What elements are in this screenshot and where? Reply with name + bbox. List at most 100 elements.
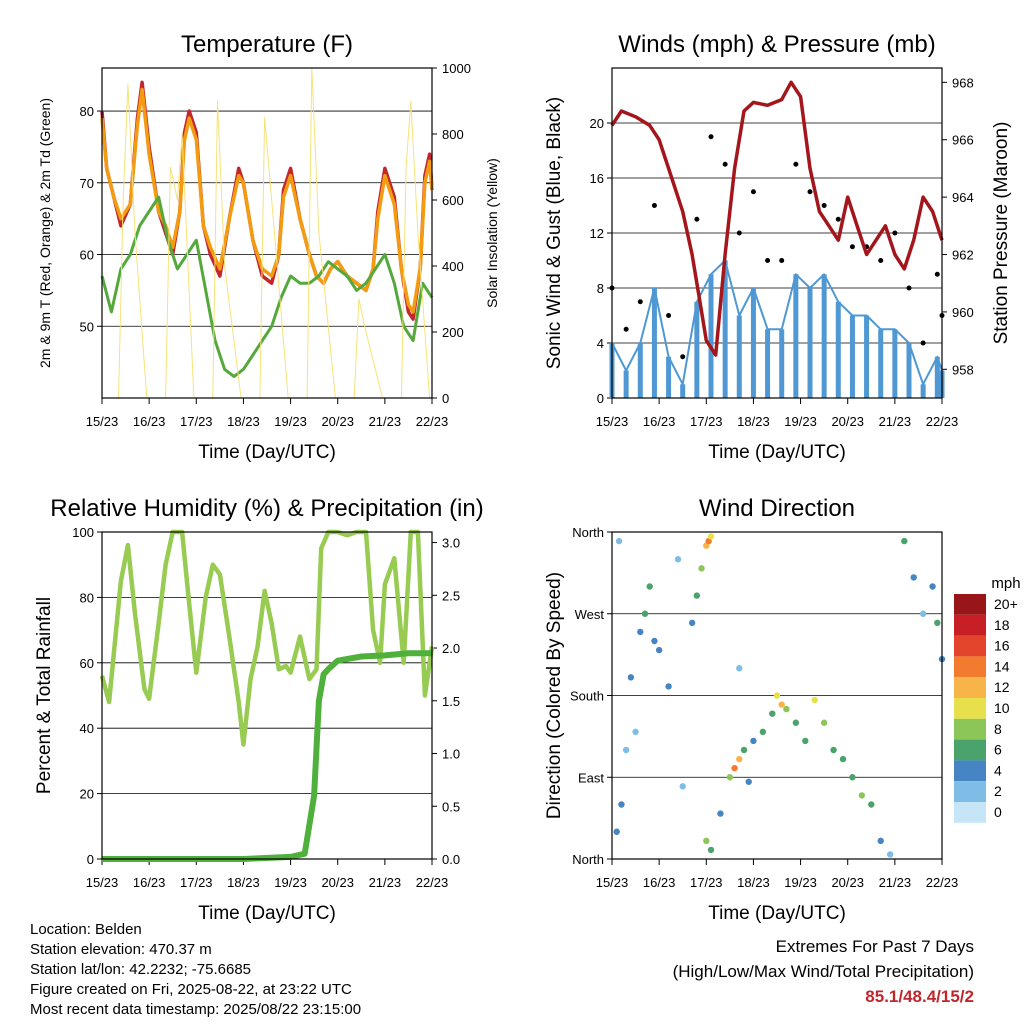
gust-point (878, 258, 884, 263)
direction-point (901, 537, 908, 545)
panel2-xtick-label: 16/23 (133, 875, 166, 890)
direction-point (627, 674, 635, 681)
panel0-xtick-label: 15/23 (86, 414, 119, 429)
panel0-xlabel: Time (Day/UTC) (198, 442, 336, 463)
direction-point (886, 851, 894, 858)
direction-point (651, 637, 658, 645)
legend-swatch (954, 739, 986, 761)
panel2-ytick-label: 40 (80, 721, 94, 736)
panel0-xtick-label: 16/23 (133, 414, 166, 429)
legend-swatch (954, 614, 986, 636)
gust-point (623, 326, 629, 332)
direction-point (802, 737, 809, 745)
panel2-y2tick-label: 0.0 (442, 852, 460, 867)
panel2-xtick-label: 17/23 (180, 875, 213, 890)
direction-point (641, 610, 649, 617)
panel3-xtick-label: 15/23 (596, 875, 629, 890)
panel2-title: Relative Humidity (%) & Precipitation (i… (50, 495, 483, 522)
gust-point (765, 258, 771, 263)
panel1-xtick-label: 19/23 (784, 414, 817, 429)
direction-point (674, 556, 682, 563)
legend-label: 6 (994, 742, 1002, 758)
extremes-values: 85.1/48.4/15/2 (865, 987, 974, 1006)
panel2-xlabel: Time (Day/UTC) (198, 903, 336, 924)
direction-point (679, 783, 686, 790)
panel0-ytick-label: 80 (80, 104, 94, 119)
direction-point (783, 705, 790, 713)
panel3-ylabel: Direction (Colored By Speed) (544, 572, 565, 819)
direction-point (703, 837, 710, 845)
direction-point (613, 828, 620, 835)
direction-point (839, 755, 847, 763)
legend-label: 14 (994, 658, 1010, 674)
panel3-xtick-label: 17/23 (690, 875, 723, 890)
panel2-ytick-label: 80 (80, 590, 94, 605)
panel3-xtick-label: 16/23 (643, 875, 676, 890)
panel1-xtick-label: 22/23 (926, 414, 959, 429)
direction-point (778, 701, 785, 708)
legend-label: 12 (994, 679, 1010, 695)
figure-created: Figure created on Fri, 2025-08-22, at 23… (30, 981, 352, 998)
gust-point (793, 161, 799, 167)
direction-point (759, 728, 767, 736)
panel2-frame (101, 531, 433, 860)
panel1-frame (611, 67, 943, 399)
panel3-frame (611, 531, 943, 860)
panel1-y2tick-label: 968 (952, 75, 974, 90)
legend-label: 4 (994, 762, 1002, 778)
gust-point (779, 258, 785, 263)
direction-point (745, 778, 752, 785)
direction-point (665, 683, 672, 690)
direction-point (615, 537, 623, 545)
direction-point (707, 533, 715, 540)
panel2-y2tick-label: 2.0 (442, 641, 460, 656)
panel2-ylabel: Percent & Total Rainfall (34, 597, 55, 794)
gust-point (708, 134, 714, 140)
panel2-y2tick-label: 2.5 (442, 588, 460, 603)
legend-swatch (954, 802, 986, 823)
panel3-xtick-label: 21/23 (879, 875, 912, 890)
direction-point (820, 719, 828, 726)
gust-point (651, 203, 657, 208)
gust-point (906, 285, 912, 291)
direction-point (622, 746, 630, 754)
panel0-xtick-label: 20/23 (321, 414, 354, 429)
direction-point (773, 692, 781, 699)
gust-point (637, 299, 643, 305)
panel1-title: Winds (mph) & Pressure (mb) (618, 31, 935, 58)
temp-series-dewpoint (100, 195, 434, 378)
direction-point (632, 728, 639, 736)
panel2-y2tick-label: 1.0 (442, 747, 460, 762)
panel3-ytick-label: South (570, 689, 604, 704)
gust-point (892, 230, 898, 236)
panel3-ytick-label: East (578, 770, 604, 785)
station-location: Location: Belden (30, 921, 142, 938)
legend-swatch (954, 698, 986, 719)
direction-point (858, 792, 866, 799)
panel1-ytick-label: 8 (597, 281, 604, 296)
panel1-ytick-label: 20 (590, 116, 604, 131)
legend-label: 10 (994, 700, 1010, 716)
gust-point (920, 340, 926, 346)
gust-point (680, 354, 686, 360)
panel0-y2tick-label: 800 (442, 127, 464, 142)
direction-point (717, 810, 724, 817)
panel2-y2tick-label: 0.5 (442, 799, 460, 814)
panel3-xtick-label: 20/23 (831, 875, 864, 890)
direction-point (740, 746, 748, 754)
direction-point (934, 619, 941, 627)
panel0-xtick-label: 22/23 (416, 414, 449, 429)
recent-timestamp: Most recent data timestamp: 2025/08/22 2… (30, 1001, 362, 1018)
panel1-ytick-label: 16 (590, 171, 604, 186)
panel2-ytick-label: 0 (87, 852, 94, 867)
legend-swatch (954, 760, 986, 782)
legend-label: 16 (994, 638, 1010, 654)
gust-point (666, 313, 672, 318)
panel1-y2tick-label: 964 (952, 190, 974, 205)
legend-swatch (954, 677, 986, 698)
temp-series-solar (102, 67, 432, 399)
panel1-y2tick-label: 962 (952, 248, 974, 263)
panel3-ytick-label: North (572, 852, 604, 867)
panel0-title: Temperature (F) (181, 31, 353, 58)
direction-point (731, 764, 738, 772)
